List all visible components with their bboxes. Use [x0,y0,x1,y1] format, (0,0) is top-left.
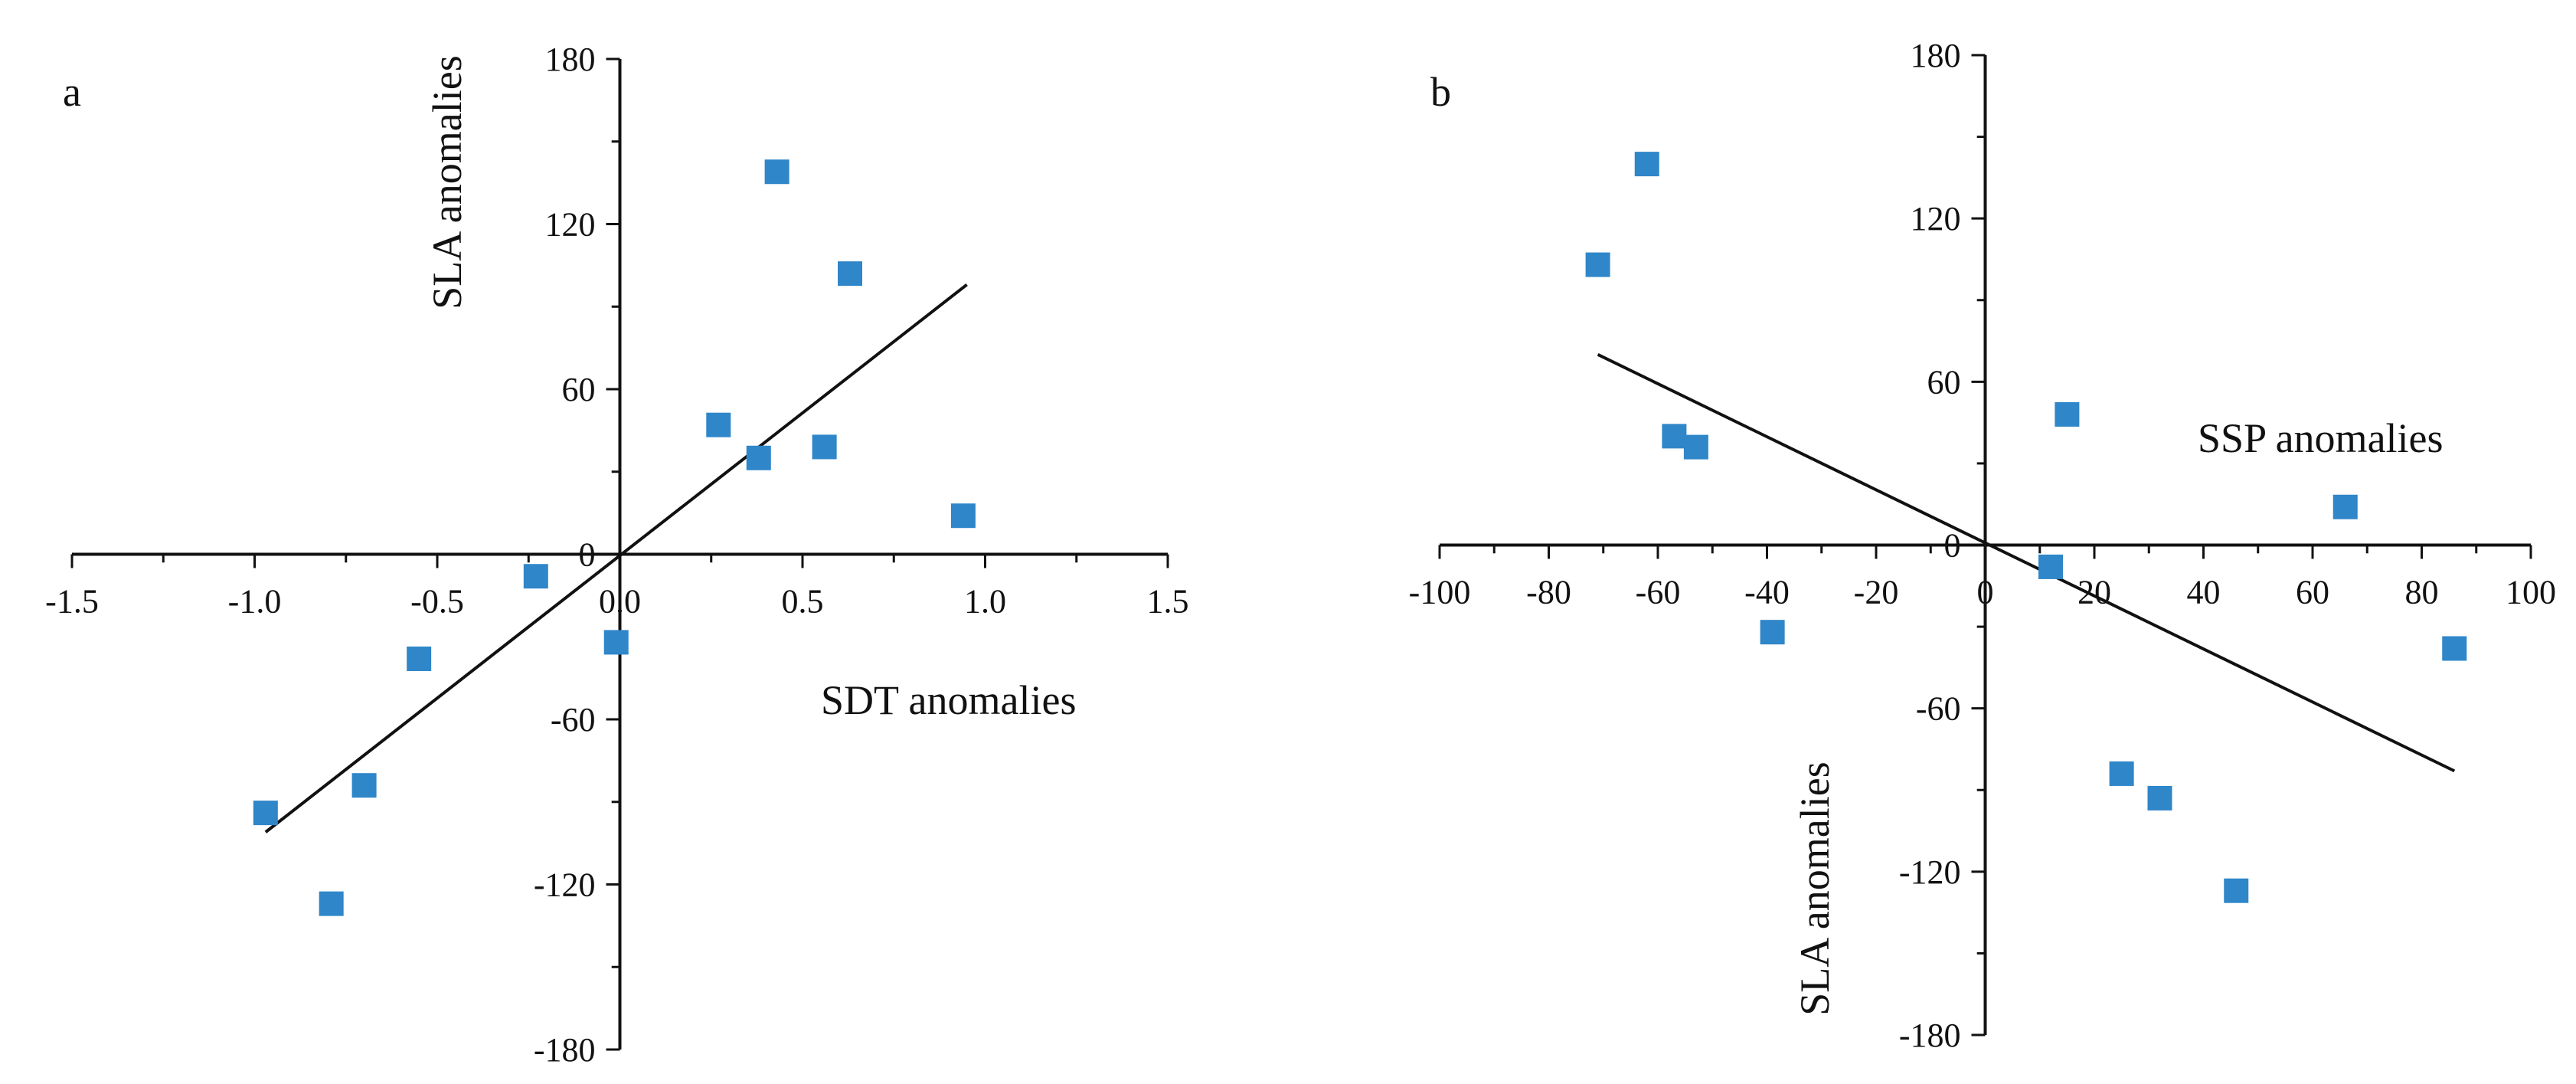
panel-b-chart: b -100 -80 -60 -40 -20 0 20 40 60 80 100 -180-120-… [1409,37,2556,1054]
panel-b-y-tick-label: -60 [1916,690,1961,728]
panel-a-x-tick-label: -0.5 [410,583,464,621]
panel-a-data-point [812,434,837,460]
panel-a-y-tick-label: -60 [551,701,596,738]
panel-b-x-tick-label: 40 [2187,574,2221,611]
panel-b-x-tick-label: 0 [1977,574,1994,611]
panel-b-x-axis-title: SSP anomalies [2198,415,2444,461]
panel-a-data-point [746,445,771,470]
panel-b-y-tick-label: 60 [1927,363,1961,401]
panel-b-label: b [1430,69,1451,115]
panel-b-data-point [2442,636,2467,661]
panel-a-y-tick-label: -180 [534,1031,596,1069]
panel-b-y-tick-label: 120 [1911,200,1961,237]
panel-a-points [253,159,976,916]
panel-a-data-point [253,801,278,826]
panel-a-x-tick-label: 0.5 [782,583,824,621]
panel-b-data-point [2055,401,2080,427]
panel-b-x-tick-label: 20 [2077,574,2111,611]
panel-a-x-ticks: -1.5 -1.0 -0.5 0.0 0.5 1.0 1.5 [45,554,1189,621]
panel-b-x-tick-label: -60 [1636,574,1681,611]
panel-a-data-point [603,630,629,655]
panel-b-y-tick-label: -180 [1899,1017,1961,1054]
panel-b-y-tick-label: 180 [1911,37,1961,74]
panel-b-x-tick-label: 80 [2405,574,2439,611]
panel-b-y-tick-label: 0 [1944,527,1961,565]
panel-a-y-tick-label: 120 [545,206,596,244]
panel-b-x-tick-label: 100 [2506,574,2556,611]
panel-a-chart: a -1.5 -1.0 -0.5 0.0 0.5 1.0 1.5 -180 -120 -60 0 6… [45,41,1188,1069]
panel-b-fit-line [1597,353,2456,773]
panel-b-x-tick-label: -80 [1526,574,1571,611]
panel-a-x-tick-label: 0.0 [599,583,641,621]
panel-a-data-point [523,564,548,589]
panel-b-y-axis-title: SLA anomalies [1792,761,1838,1015]
panel-a-x-tick-label: 1.5 [1147,583,1189,621]
panel-a-y-tick-label: 180 [545,41,596,78]
panel-b-data-point [2038,554,2063,579]
panel-a-y-tick-label: -120 [534,866,596,904]
panel-a-y-tick-label: 60 [562,371,596,408]
panel-a-data-point [351,773,377,798]
panel-b-data-point [1585,252,1610,277]
panel-a-x-axis-title: SDT anomalies [821,677,1076,723]
panel-a-fit-line [264,283,968,833]
panel-b-x-tick-label: -40 [1744,574,1790,611]
panel-a-x-tick-label: 1.0 [964,583,1006,621]
panel-b-fit-line-group [1597,353,2456,773]
panel-b-y-ticks: -180 -120 -60 0 60 120 180 [1899,37,1986,1054]
panel-b-data-point [1634,152,1659,177]
panel-b-data-point [1662,424,1687,449]
panel-a-x-tick-label: -1.5 [45,583,99,621]
panel-a-data-point [838,261,863,287]
panel-a-y-axis-title: SLA anomalies [424,55,470,309]
panel-a-data-point [706,412,731,437]
panel-a-y-tick-label: 0 [579,536,596,574]
panel-b-data-point [1683,434,1708,460]
panel-a-x-tick-label: -1.0 [228,583,282,621]
panel-a-data-point [407,646,432,671]
panel-b-x-tick-label: 60 [2296,574,2329,611]
panel-a-y-ticks: -180 -120 -60 0 60 120 180 [534,41,620,1069]
panel-a-data-point [950,503,976,529]
panel-a-data-point [319,891,344,916]
panel-b-data-point [2109,761,2134,786]
panel-a-data-point [764,159,789,185]
panel-b-data-point [2147,785,2172,811]
panel-b-data-point [2332,494,2358,519]
panel-b-x-tick-label: -100 [1409,574,1471,611]
panel-b-x-ticks: -100 -80 -60 -40 -20 0 20 40 60 80 100 [1409,545,2556,611]
panel-b-y-tick-label: -120 [1899,853,1961,891]
panel-a-label: a [63,69,81,115]
panel-b-data-point [1760,620,1785,645]
panel-b-x-tick-label: -20 [1854,574,1899,611]
panel-b-points [1585,152,2467,903]
panel-b-data-point [2224,878,2249,903]
panel-a-fit-line-group [264,283,968,833]
